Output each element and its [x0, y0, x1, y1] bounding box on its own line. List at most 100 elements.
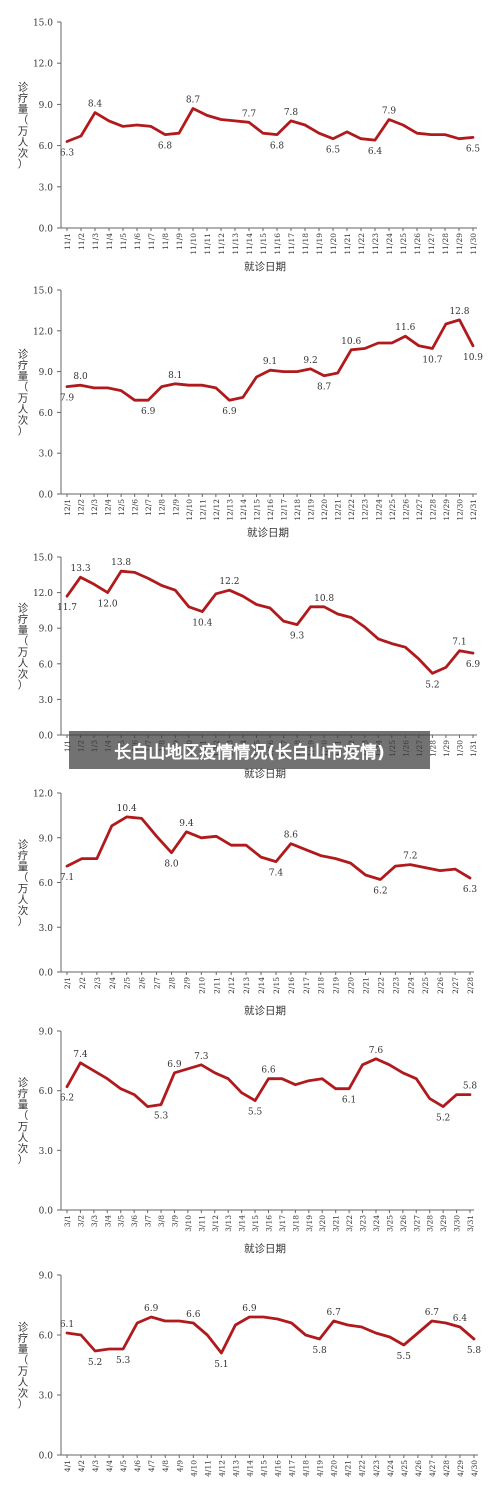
- x-tick-label: 11/1: [63, 233, 72, 250]
- y-tick-label: 6.0: [39, 879, 54, 889]
- x-tick-label: 12/18: [293, 499, 302, 521]
- y-tick-label: 9.0: [39, 101, 54, 111]
- data-label: 7.4: [269, 869, 284, 879]
- data-label: 6.8: [270, 142, 285, 152]
- chart-4: 0.0 3.0 6.0 9.0 12.0 诊疗量（万人次） 2/1 2/2 2/3 2/4 2/5 2…: [18, 790, 478, 1018]
- x-tick-label: 2/24: [406, 977, 415, 994]
- x-tick-label: 12/3: [90, 499, 99, 516]
- data-label: 10.9: [463, 353, 483, 363]
- x-tick-label: 11/11: [203, 233, 212, 255]
- series-line: [65, 569, 475, 675]
- y-tick-label: 6.0: [39, 1332, 54, 1342]
- x-tick-label: 12/7: [144, 499, 153, 516]
- data-label: 7.6: [369, 1046, 384, 1056]
- x-tick-label: 4/23: [372, 1460, 381, 1477]
- x-tick-label: 11/18: [301, 233, 310, 255]
- x-tick-label: 11/4: [105, 233, 114, 250]
- y-tick-label: 0.0: [39, 1452, 54, 1462]
- x-tick-label: 12/4: [104, 499, 113, 516]
- x-tick-label: 3/27: [412, 1215, 421, 1232]
- x-tick-label: 12/22: [347, 499, 356, 521]
- x-tick-label: 4/27: [428, 1460, 437, 1477]
- y-tick-label: 15.0: [33, 554, 53, 564]
- x-tick-label: 4/15: [259, 1460, 268, 1477]
- x-tick-label: 11/24: [385, 233, 394, 255]
- data-label: 6.9: [466, 660, 481, 670]
- data-label: 6.3: [463, 885, 478, 895]
- data-label: 6.9: [222, 407, 237, 417]
- x-tick-label: 12/29: [442, 499, 451, 521]
- data-label: 8.0: [164, 860, 179, 870]
- x-tick-label: 12/28: [428, 499, 437, 521]
- x-tick-label: 11/27: [427, 233, 436, 255]
- y-tick-label: 12.0: [33, 327, 53, 337]
- data-label: 5.8: [312, 1346, 327, 1356]
- data-label: 11.6: [395, 323, 415, 333]
- x-tick-label: 11/16: [273, 233, 282, 255]
- data-label: 6.9: [167, 1060, 182, 1070]
- data-label: 9.1: [263, 357, 277, 367]
- x-tick-label: 3/12: [211, 1215, 220, 1232]
- x-tick-label: 2/3: [93, 977, 102, 989]
- data-label: 7.1: [60, 873, 74, 883]
- x-tick-label: 12/8: [158, 499, 167, 516]
- x-tick-label: 12/19: [307, 499, 316, 521]
- x-tick-label: 12/27: [415, 499, 424, 521]
- x-tick-label: 3/3: [90, 1215, 99, 1227]
- data-label: 5.5: [248, 1108, 263, 1118]
- data-label: 7.7: [242, 109, 257, 119]
- x-tick-label: 11/14: [245, 233, 254, 255]
- x-tick-label: 3/15: [251, 1215, 260, 1232]
- x-tick-label: 1/1: [63, 740, 72, 752]
- x-tick-label: 3/5: [117, 1215, 126, 1227]
- y-tick-label: 3.0: [39, 1392, 54, 1402]
- chart-6: 0.0 3.0 6.0 9.0 诊疗量（万人次） 4/1 4/2 4/3 4/4 4/5 4/6 4/…: [18, 1272, 482, 1477]
- x-tick-label: 3/7: [144, 1215, 153, 1227]
- y-tick-label: 9.0: [39, 1028, 54, 1038]
- x-tick-label: 4/19: [316, 1460, 325, 1477]
- x-tick-label: 3/23: [359, 1215, 368, 1232]
- x-tick-label: 12/5: [117, 499, 126, 516]
- data-label: 6.9: [141, 407, 156, 417]
- data-label: 6.4: [368, 147, 383, 157]
- y-tick-label: 0.0: [39, 732, 54, 742]
- x-tick-label: 2/10: [197, 977, 206, 994]
- chart-1: 0.0 3.0 6.0 9.0 12.0 15.0 诊疗量（万人次） 11/1 11/2 11/3…: [18, 19, 481, 274]
- y-tick-label: 9.0: [39, 625, 54, 635]
- data-label: 10.4: [117, 804, 137, 814]
- x-tick-label: 4/24: [386, 1460, 395, 1477]
- x-tick-label: 4/4: [105, 1460, 114, 1472]
- x-tick-label: 3/9: [170, 1215, 179, 1227]
- x-tick-label: 11/9: [175, 233, 184, 250]
- y-axis-label: 诊疗量（万人次）: [18, 1076, 29, 1166]
- x-tick-label: 12/30: [455, 499, 464, 521]
- x-tick-label: 2/13: [242, 977, 251, 994]
- data-label: 6.5: [466, 144, 481, 154]
- y-tick-label: 3.0: [39, 924, 54, 934]
- x-tick-label: 2/7: [153, 977, 162, 989]
- y-tick-label: 9.0: [39, 834, 54, 844]
- x-tick-label: 11/20: [329, 233, 338, 255]
- data-label: 7.8: [284, 108, 299, 118]
- data-label: 12.8: [449, 307, 469, 317]
- x-tick-label: 12/17: [280, 499, 289, 521]
- x-tick-label: 12/11: [198, 499, 207, 521]
- x-tick-label: 1/28: [428, 740, 437, 757]
- y-tick-label: 12.0: [33, 790, 53, 800]
- x-tick-label: 12/13: [225, 499, 234, 521]
- data-label: 5.1: [214, 1360, 228, 1370]
- data-label: 5.5: [397, 1352, 412, 1362]
- x-tick-label: 3/11: [197, 1215, 206, 1232]
- data-label: 6.3: [60, 148, 75, 158]
- y-axis-label: 诊疗量（万人次）: [18, 838, 29, 928]
- x-tick-label: 11/30: [469, 233, 478, 255]
- x-tick-label: 12/10: [185, 499, 194, 521]
- y-tick-label: 6.0: [39, 1087, 54, 1097]
- data-label: 8.0: [73, 372, 88, 382]
- series-line: [65, 815, 472, 881]
- x-tick-label: 11/29: [455, 233, 464, 255]
- data-label: 5.2: [88, 1358, 102, 1368]
- data-label: 6.8: [158, 142, 173, 152]
- data-label: 8.4: [88, 100, 103, 110]
- x-tick-label: 2/22: [376, 977, 385, 994]
